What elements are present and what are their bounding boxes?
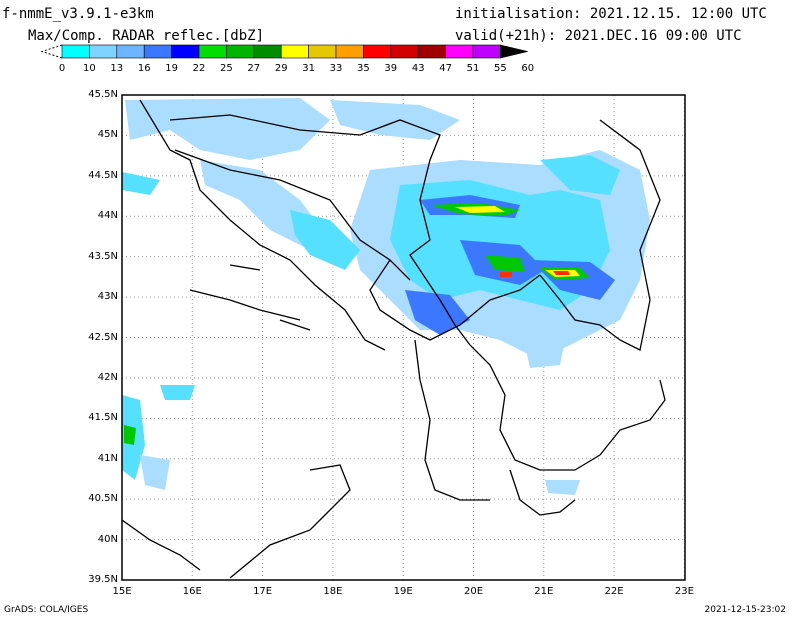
longitude-label: 19E [393,586,413,597]
latitude-label: 39.5N [88,574,118,585]
colorbar-tick-label: 10 [83,63,96,74]
latitude-label: 45.5N [88,89,118,100]
colorbar-tick-label: 27 [247,63,260,74]
longitude-label: 15E [112,586,132,597]
colorbar-tick-label: 60 [521,63,534,74]
colorbar-tick-label: 25 [220,63,233,74]
country-borders [121,99,666,579]
colorbar-tick-label: 16 [138,63,151,74]
colorbar-tick-label: 35 [357,63,370,74]
echo-area [124,425,136,445]
latitude-label: 45N [97,129,118,141]
longitude-label: 22E [604,586,624,597]
field-title: Max/Comp. RADAR reflec.[dbZ] [28,28,265,44]
colorbar-tick-label: 33 [330,63,343,74]
echo-area [455,206,505,213]
echo-area [160,385,195,400]
colorbar-tick-label: 0 [59,63,65,74]
latitude-label: 42N [97,371,118,383]
radar-echoes [122,98,650,495]
latitude-label: 40.5N [88,493,118,505]
longitude-label: 18E [323,586,343,597]
latitude-label: 42.5N [88,331,118,343]
echo-area [485,255,525,272]
latitude-label: 43N [97,291,118,303]
initialisation-time: initialisation: 2021.12.15. 12:00 UTC [455,6,767,22]
colorbar-under-arrow [40,44,63,59]
echo-area [290,210,360,270]
colorbar-tick-label: 43 [412,63,425,74]
colorbar-tick-label: 22 [193,63,206,74]
colorbar-tick-label: 13 [110,63,123,74]
echo-area [525,340,565,368]
colorbar-tick-label: 39 [384,63,397,74]
latitude-label: 41.5N [88,412,118,424]
echo-area [140,455,170,490]
latitude-label: 41N [97,452,118,464]
color-legend: 0 10 13 16 19 22 25 27 29 31 33 35 39 43 47 51 55 60 [40,44,534,74]
footer-credit: GrADS: COLA/IGES [4,605,89,615]
latitude-label: 44.5N [88,169,118,181]
latitude-label: 40N [97,533,118,545]
footer-timestamp: 2021-12-15-23:02 [704,605,787,615]
echo-area [122,172,160,195]
model-title: f-nmmE_v3.9.1-e3km [2,6,154,22]
longitude-label: 21E [534,586,554,597]
colorbar-tick-label: 29 [275,63,288,74]
longitude-label: 20E [463,586,484,597]
longitude-label: 23E [674,586,694,597]
colorbar-swatch [500,44,528,59]
colorbar-tick-label: 47 [439,63,452,74]
echo-area [500,272,512,277]
colorbar-tick-label: 55 [494,63,507,74]
echo-area [125,98,330,160]
longitude-label: 16E [182,586,202,597]
longitude-label: 17E [253,586,273,597]
valid-time: valid(+21h): 2021.DEC.16 09:00 UTC [455,28,742,44]
colorbar-tick-label: 31 [302,63,315,74]
echo-area [540,155,620,195]
colorbar-tick-label: 51 [467,63,480,74]
colorbar-tick-label: 19 [165,63,178,74]
latitude-label: 44N [97,210,118,222]
map-frame [121,94,686,581]
echo-area [553,271,570,275]
latitude-label: 43.5N [88,250,118,262]
echo-area [545,480,580,495]
